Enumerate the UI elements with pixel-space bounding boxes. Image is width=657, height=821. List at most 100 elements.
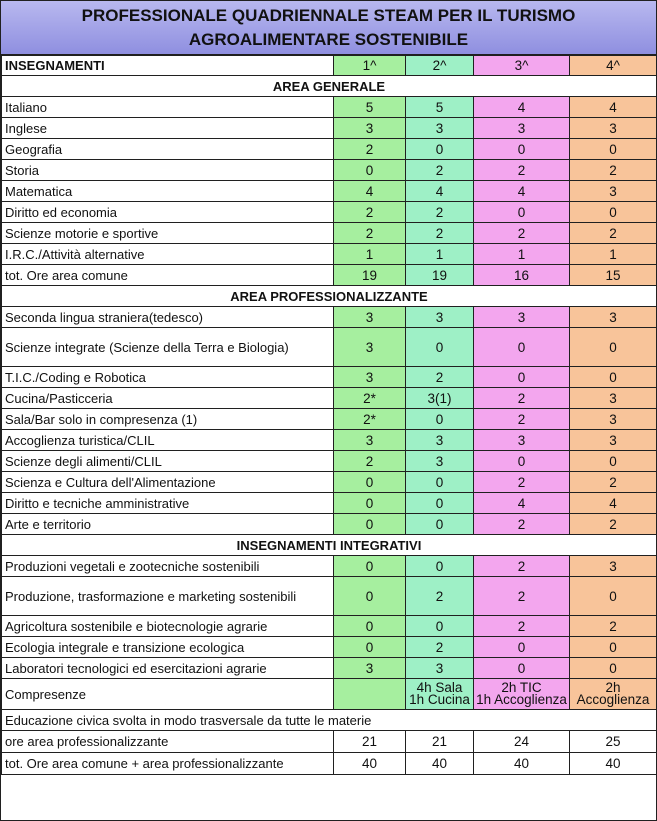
hours-year-3: 2 — [473, 159, 570, 181]
hours-year-2: 3 — [405, 117, 474, 139]
table-row: Diritto ed economia 2 2 0 0 — [1, 201, 657, 223]
hours-year-3: 3 — [473, 429, 570, 451]
hours-year-4: 15 — [569, 264, 657, 286]
section-title: AREA GENERALE — [1, 75, 657, 97]
subject-name: Laboratori tecnologici ed esercitazioni … — [1, 657, 334, 679]
header-label: INSEGNAMENTI — [1, 55, 334, 76]
total-year-4: 25 — [569, 730, 657, 753]
table-row: Scienze motorie e sportive 2 2 2 2 — [1, 222, 657, 244]
hours-year-3: 4 — [473, 96, 570, 118]
hours-year-4: 0 — [569, 636, 657, 658]
table-row: Scienze integrate (Scienze della Terra e… — [1, 327, 657, 367]
hours-year-1: 3 — [333, 327, 406, 367]
total-row: ore area professionalizzante 21 21 24 25 — [1, 730, 657, 753]
hours-year-1: 1 — [333, 243, 406, 265]
total-year-4: 40 — [569, 752, 657, 775]
hours-year-3: 3 — [473, 117, 570, 139]
hours-table-body: INSEGNAMENTI 1^ 2^ 3^ 4^ AREA GENERALE It… — [1, 55, 657, 775]
hours-year-2: 0 — [405, 555, 474, 577]
hours-year-1: 0 — [333, 576, 406, 616]
hours-year-4: 3 — [569, 408, 657, 430]
subject-name: Scienze degli alimenti/CLIL — [1, 450, 334, 472]
hours-year-1: 0 — [333, 471, 406, 493]
hours-year-1: 0 — [333, 513, 406, 535]
section-title: INSEGNAMENTI INTEGRATIVI — [1, 534, 657, 556]
table-row: Laboratori tecnologici ed esercitazioni … — [1, 657, 657, 679]
hours-year-1: 0 — [333, 636, 406, 658]
hours-year-1: 2* — [333, 387, 406, 409]
hours-year-4: 0 — [569, 138, 657, 160]
hours-year-4: 2 — [569, 159, 657, 181]
hours-year-2: 2 — [405, 159, 474, 181]
hours-table: INSEGNAMENTI 1^ 2^ 3^ 4^ AREA GENERALE It… — [1, 55, 657, 775]
table-row: Matematica 4 4 4 3 — [1, 180, 657, 202]
hours-year-3: 0 — [473, 201, 570, 223]
hours-year-3: 0 — [473, 327, 570, 367]
subject-name: Sala/Bar solo in compresenza (1) — [1, 408, 334, 430]
table-row: T.I.C./Coding e Robotica 3 2 0 0 — [1, 366, 657, 388]
hours-year-1: 3 — [333, 117, 406, 139]
hours-year-2: 0 — [405, 471, 474, 493]
hours-year-2: 0 — [405, 327, 474, 367]
compresenze-year-1 — [333, 678, 406, 710]
hours-year-1: 2 — [333, 450, 406, 472]
table-title: PROFESSIONALE QUADRIENNALE STEAM PER IL … — [1, 1, 656, 55]
subject-name: Italiano — [1, 96, 334, 118]
hours-year-4: 4 — [569, 96, 657, 118]
hours-year-2: 3 — [405, 429, 474, 451]
table-row: Storia 0 2 2 2 — [1, 159, 657, 181]
table-row: tot. Ore area comune 19 19 16 15 — [1, 264, 657, 286]
total-year-1: 21 — [333, 730, 406, 753]
hours-year-3: 3 — [473, 306, 570, 328]
hours-year-1: 3 — [333, 366, 406, 388]
hours-year-1: 2 — [333, 222, 406, 244]
table-row: Arte e territorio 0 0 2 2 — [1, 513, 657, 535]
hours-year-1: 2* — [333, 408, 406, 430]
compresenze-year-2: 4h Sala 1h Cucina — [405, 678, 474, 710]
subject-name: T.I.C./Coding e Robotica — [1, 366, 334, 388]
hours-year-3: 2 — [473, 555, 570, 577]
total-year-2: 21 — [405, 730, 474, 753]
hours-year-1: 2 — [333, 201, 406, 223]
hours-year-2: 4 — [405, 180, 474, 202]
subject-name: Ecologia integrale e transizione ecologi… — [1, 636, 334, 658]
hours-year-1: 3 — [333, 306, 406, 328]
hours-year-3: 0 — [473, 657, 570, 679]
hours-year-2: 0 — [405, 138, 474, 160]
hours-year-2: 2 — [405, 576, 474, 616]
compresenze-year-3: 2h TIC 1h Accoglienza — [473, 678, 570, 710]
hours-year-4: 3 — [569, 117, 657, 139]
hours-year-1: 0 — [333, 492, 406, 514]
hours-year-3: 2 — [473, 513, 570, 535]
hours-year-1: 19 — [333, 264, 406, 286]
subject-name: Scienze integrate (Scienze della Terra e… — [1, 327, 334, 367]
total-year-3: 40 — [473, 752, 570, 775]
compresenze-label: Compresenze — [1, 678, 334, 710]
compresenze-year-4: 2h Accoglienza — [569, 678, 657, 710]
total-label: ore area professionalizzante — [1, 730, 334, 753]
hours-year-2: 5 — [405, 96, 474, 118]
subject-name: Matematica — [1, 180, 334, 202]
subject-name: Produzioni vegetali e zootecniche sosten… — [1, 555, 334, 577]
hours-year-3: 2 — [473, 471, 570, 493]
hours-year-3: 2 — [473, 222, 570, 244]
hours-year-1: 4 — [333, 180, 406, 202]
hours-year-1: 0 — [333, 159, 406, 181]
hours-year-1: 0 — [333, 555, 406, 577]
hours-year-1: 3 — [333, 657, 406, 679]
hours-year-2: 2 — [405, 222, 474, 244]
hours-year-4: 0 — [569, 450, 657, 472]
subject-name: Cucina/Pasticceria — [1, 387, 334, 409]
section-header: AREA PROFESSIONALIZZANTE — [1, 285, 657, 307]
subject-name: Diritto ed economia — [1, 201, 334, 223]
hours-year-1: 2 — [333, 138, 406, 160]
total-year-1: 40 — [333, 752, 406, 775]
hours-year-3: 2 — [473, 408, 570, 430]
subject-name: Inglese — [1, 117, 334, 139]
hours-year-4: 2 — [569, 615, 657, 637]
hours-year-4: 0 — [569, 657, 657, 679]
hours-year-3: 1 — [473, 243, 570, 265]
table-row: Cucina/Pasticceria 2* 3(1) 2 3 — [1, 387, 657, 409]
subject-name: Diritto e tecniche amministrative — [1, 492, 334, 514]
table-row: Agricoltura sostenibile e biotecnologie … — [1, 615, 657, 637]
